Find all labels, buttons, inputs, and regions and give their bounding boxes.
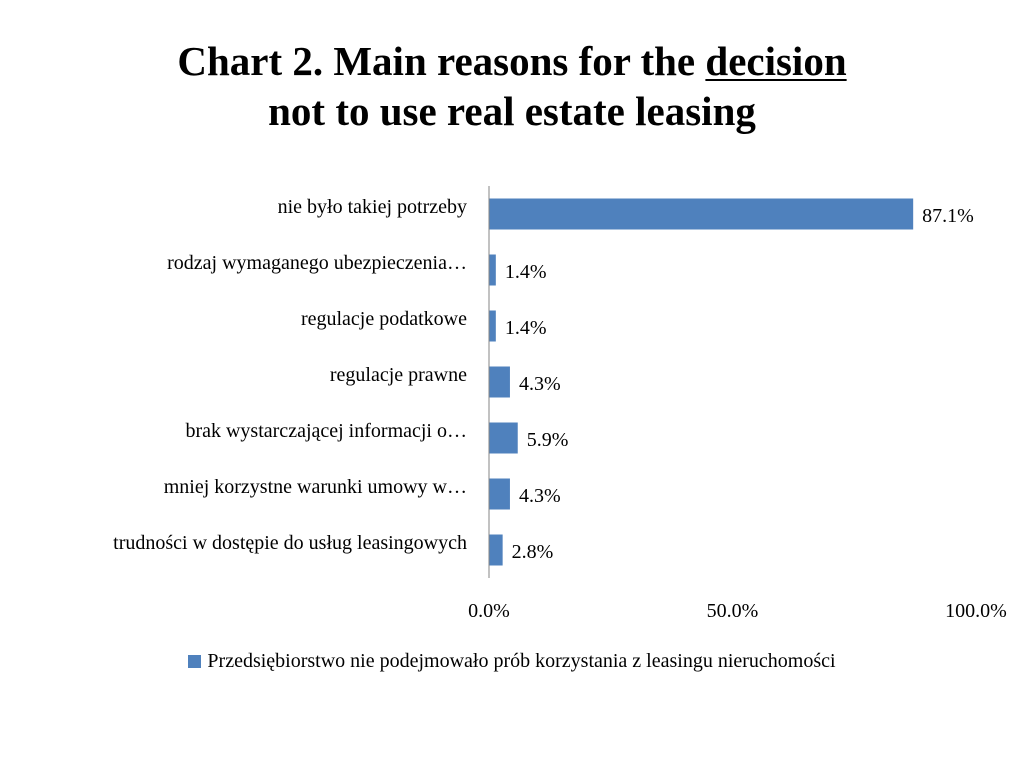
- x-tick-label: 0.0%: [468, 600, 510, 622]
- data-label: 4.3%: [519, 485, 561, 507]
- category-label: trudności w dostępie do usług leasingowy…: [113, 532, 467, 554]
- category-label: mniej korzystne warunki umowy w…: [164, 476, 467, 498]
- bar: [489, 310, 496, 342]
- bar: [489, 534, 503, 566]
- category-label: rodzaj wymaganego ubezpieczenia…: [167, 252, 467, 274]
- chart-title-prefix: Chart 2. Main reasons for the: [177, 38, 706, 84]
- bar-chart: nie było takiej potrzeby 87.1% rodzaj wyma…: [113, 186, 1007, 622]
- data-label: 5.9%: [527, 429, 569, 451]
- legend-swatch: [188, 655, 202, 668]
- data-label: 1.4%: [505, 261, 547, 283]
- legend-label: Przedsiębiorstwo nie podejmowało prób ko…: [207, 650, 836, 672]
- chart-title-line-1: Chart 2. Main reasons for the decision: [0, 36, 1024, 86]
- bar: [489, 422, 518, 454]
- bar: [489, 254, 496, 286]
- bar: [489, 198, 914, 230]
- category-label: brak wystarczającej informacji o…: [185, 420, 467, 442]
- data-label: 4.3%: [519, 373, 561, 395]
- chart-title-underlined-word: decision: [705, 38, 847, 84]
- data-label: 2.8%: [512, 541, 554, 563]
- x-tick-label: 100.0%: [945, 600, 1007, 622]
- chart-title-line-2: not to use real estate leasing: [268, 88, 756, 134]
- data-label: 1.4%: [505, 317, 547, 339]
- bar: [489, 478, 510, 510]
- legend: Przedsiębiorstwo nie podejmowało prób ko…: [0, 650, 1024, 673]
- category-label: regulacje podatkowe: [301, 308, 467, 330]
- chart-title: Chart 2. Main reasons for the decision n…: [0, 36, 1024, 136]
- bar: [489, 366, 510, 398]
- data-label: 87.1%: [922, 205, 974, 227]
- x-tick-label: 50.0%: [707, 600, 759, 622]
- category-label: nie było takiej potrzeby: [278, 196, 467, 218]
- category-label: regulacje prawne: [330, 364, 467, 386]
